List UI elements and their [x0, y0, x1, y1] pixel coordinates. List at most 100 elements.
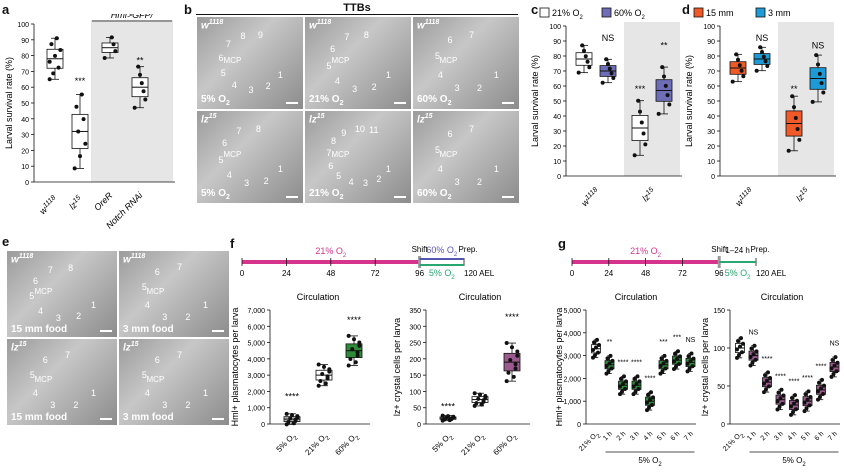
data-point [740, 350, 744, 355]
data-point [748, 363, 753, 368]
data-point [664, 358, 669, 363]
data-point [651, 395, 655, 400]
data-point [662, 353, 667, 358]
genotype-label: lz15 [67, 194, 84, 211]
data-point [790, 395, 794, 400]
data-point [738, 344, 742, 349]
y-axis-label: Hml+ plasmatocytes per larva [230, 308, 240, 427]
y-tick-label: 0 [261, 422, 265, 429]
data-point [792, 105, 796, 110]
data-point [83, 141, 88, 146]
micrograph-tile: w1118 5% O2 1 2 3 4 5 6 7 8 9 MCP [196, 16, 304, 110]
micrograph-genotype: lz15 [309, 113, 325, 126]
x-tick-label: 3 h [629, 430, 641, 442]
box-21% O2 [591, 337, 601, 360]
box-5% O2 [283, 411, 301, 427]
data-point [789, 412, 793, 417]
segment-number: 3 [362, 178, 368, 189]
sig-label: NS [812, 41, 825, 51]
data-point [761, 54, 766, 59]
micrograph-condition: 15 mm food [11, 412, 68, 423]
data-point [750, 360, 755, 365]
segment-number: 1 [385, 70, 391, 81]
segment-number: 2 [476, 176, 482, 187]
data-point [141, 89, 146, 94]
x-tick-label: 4 h [787, 430, 799, 442]
data-point [597, 342, 601, 347]
data-point [829, 366, 834, 371]
box-lz15 [71, 92, 89, 171]
data-point [633, 389, 638, 394]
y-tick-label: 3,000 [563, 354, 581, 361]
data-point [510, 345, 514, 350]
segment-number: 2 [76, 311, 82, 322]
sig-label: **** [618, 360, 629, 367]
data-point [478, 392, 482, 397]
data-point [647, 405, 651, 410]
data-point [659, 356, 664, 361]
segment-number: 9 [341, 127, 347, 138]
segment-number: 1 [90, 300, 96, 311]
segment-number: 4 [334, 75, 340, 86]
segment-number: 2 [265, 81, 271, 92]
segment-number: 3 [454, 82, 460, 93]
sig-label: *** [75, 76, 86, 86]
x-tick-label: 5% O2 [431, 431, 456, 456]
data-point [791, 410, 795, 415]
prep-label: Prep. [458, 245, 477, 254]
data-point [677, 361, 681, 366]
sig-label: **** [631, 360, 642, 367]
data-point [350, 347, 355, 352]
x-tick-label: 60% O2 [333, 431, 362, 460]
segment-number: 8 [255, 123, 261, 134]
y-tick-label: 80 [553, 54, 561, 61]
y-tick-label: 100 [703, 24, 715, 31]
scale-bar [286, 196, 298, 198]
genotype-label: w1118 [579, 186, 601, 208]
timeline-tick-label: 72 [371, 269, 380, 278]
segment-number: 6 [218, 52, 224, 63]
data-point [730, 79, 735, 84]
y-tick-label: 60 [21, 85, 29, 92]
shaded-region [778, 22, 834, 176]
y-axis-label: Larval survival rate (%) [4, 57, 14, 149]
segment-number: 3 [352, 84, 358, 95]
group-label: OreR [92, 190, 115, 213]
sig-label: *** [635, 84, 646, 94]
data-point [513, 366, 518, 371]
data-point [511, 374, 516, 379]
timeline-tick-label: 48 [326, 269, 335, 278]
data-point [778, 396, 783, 401]
data-point [805, 397, 810, 402]
timeline-tick-label: 120 AEL [464, 269, 495, 278]
micrograph-tile: w1118 21% O2 1 2 3 4 5 6 7 8 MCP [304, 16, 412, 110]
y-tick-label: 0 [557, 174, 561, 181]
box-3 mm-lz15 [809, 53, 827, 104]
y-tick-label: 7,000 [247, 308, 265, 315]
panel-b-title: TTBs [196, 2, 518, 15]
data-point [822, 383, 826, 388]
y-tick-label: 5,000 [563, 308, 581, 315]
y-tick-label: 1,000 [247, 406, 265, 413]
data-point [49, 42, 54, 47]
data-point [821, 90, 826, 95]
segment-number: 1 [385, 164, 391, 175]
data-point [737, 353, 741, 358]
segment-number: 2 [185, 400, 191, 411]
data-point [610, 358, 615, 363]
sig-label: **** [645, 376, 656, 383]
x-tick-label: 21% O2 [459, 431, 488, 460]
segment-number: 6 [222, 137, 228, 148]
y-tick-label: 350 [409, 308, 421, 315]
y-tick-label: 30 [21, 133, 29, 140]
segment-number: 7 [47, 264, 53, 275]
data-point [741, 341, 745, 346]
data-point [767, 384, 771, 389]
data-point [592, 340, 596, 345]
micrograph-tile: w1118 60% O2 1 2 3 4 5 6 7 MCP [412, 16, 520, 110]
timeline-tick-label: 120 AEL [756, 269, 787, 278]
sig-label: **** [285, 392, 300, 402]
segment-number: 6 [447, 128, 453, 139]
data-point [691, 356, 696, 361]
